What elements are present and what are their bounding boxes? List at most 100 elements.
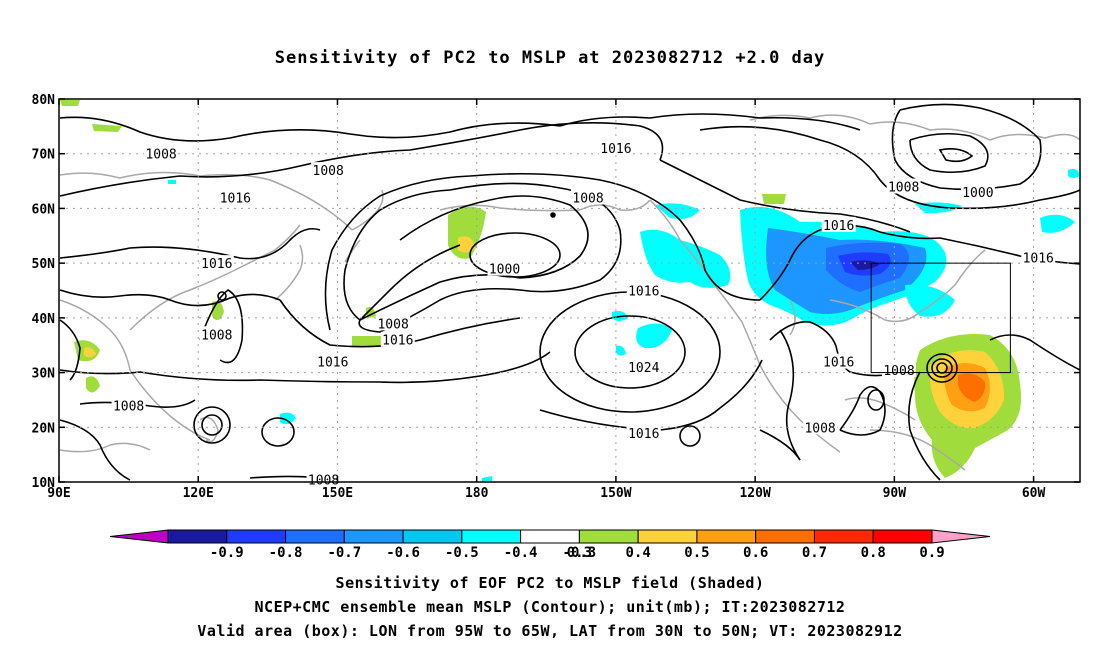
colorbar-swatch <box>226 529 287 544</box>
colorbar-label: 0.7 <box>802 545 827 561</box>
colorbar-label: -0.5 <box>445 545 479 561</box>
contour-label-bg <box>144 145 179 161</box>
contour-label-bg <box>199 255 234 271</box>
contour-label: 1016 <box>1023 252 1054 267</box>
contour-label-bg <box>886 178 921 194</box>
contour-label: 1016 <box>382 334 413 349</box>
colorbar-end-positive <box>931 529 991 544</box>
lon-label: 90E <box>47 486 70 501</box>
contour-label: 1008 <box>201 328 232 343</box>
longitude-axis-labels: 90E 120E 150E 180 150W 120W 90W 60W <box>47 486 1045 501</box>
contour-label: 1000 <box>489 263 520 278</box>
colorbar-swatch <box>520 529 580 544</box>
contour-label: 1016 <box>220 191 251 206</box>
caption-line-3: Valid area (box): LON from 95W to 65W, L… <box>197 622 903 640</box>
lon-label: 150E <box>322 486 353 501</box>
shade-negative-region <box>636 323 672 349</box>
shade-negative-region <box>1068 168 1080 178</box>
contour-label: 1008 <box>113 399 144 414</box>
contour-label-bg <box>487 260 522 276</box>
colorbar-label: -0.7 <box>327 545 361 561</box>
colorbar-label: 0.9 <box>919 545 944 561</box>
caption-line-2: NCEP+CMC ensemble mean MSLP (Contour); u… <box>254 598 846 616</box>
shade-negative-region <box>1040 214 1075 233</box>
lon-label: 120W <box>739 486 770 501</box>
contour-label-bg <box>1021 249 1056 265</box>
colorbar: -0.9 -0.8 -0.7 -0.6 -0.5 -0.4 -0.30.3 0.4 0.5 0.6… <box>109 529 991 561</box>
caption-line-1: Sensitivity of EOF PC2 to MSLP field (Sh… <box>335 574 765 592</box>
lon-label: 120E <box>183 486 214 501</box>
latitude-axis-labels: 80N 70N 60N 50N 40N 30N 20N 10N <box>32 93 56 491</box>
contour-label-bg <box>111 397 146 413</box>
contour-label-bg <box>626 359 661 375</box>
contour-label: 1008 <box>804 421 835 436</box>
shade-positive-small <box>86 376 100 393</box>
shade-negative-region <box>280 412 296 425</box>
colorbar-label: 0.4 <box>626 545 651 561</box>
contour-label-bg <box>626 282 661 298</box>
shade-positive-small <box>92 124 122 132</box>
lat-label: 20N <box>32 421 56 436</box>
contour-label: 1008 <box>145 148 176 163</box>
lon-label: 150W <box>600 486 631 501</box>
colorbar-label: 0.6 <box>743 545 768 561</box>
colorbar-swatch <box>813 529 874 544</box>
contour-label-bg <box>380 331 415 347</box>
lat-label: 40N <box>32 312 56 327</box>
map-title: Sensitivity of PC2 to MSLP at 2023082712… <box>274 48 826 68</box>
mslp-contours <box>59 103 1080 481</box>
colorbar-swatch <box>696 529 757 544</box>
shade-negative-region <box>640 229 731 288</box>
contour-label: 1016 <box>600 142 631 157</box>
contour-label: 1008 <box>308 473 339 488</box>
lon-label: 90W <box>883 486 907 501</box>
contour-labels: 1008 1008 1016 1016 1008 1000 1016 1016 1008 1008… <box>111 140 1056 488</box>
contour-label-bg <box>821 216 856 232</box>
lat-label: 30N <box>32 367 56 382</box>
shade-positive-small <box>84 347 96 358</box>
shade-positive-small <box>60 100 80 106</box>
shade-positive-small <box>458 236 475 253</box>
map-frame <box>58 98 1081 483</box>
contour-label: 1008 <box>377 317 408 332</box>
contour-label: 1008 <box>313 164 344 179</box>
shade-negative-region <box>482 476 492 482</box>
valid-area-box <box>870 262 1011 374</box>
shade-negative-region <box>616 345 626 356</box>
colorbar-label: -0.4 <box>504 545 538 561</box>
contour-label-bg <box>960 184 995 200</box>
contour-label-bg <box>821 353 856 369</box>
colorbar-swatch <box>402 529 463 544</box>
colorbar-swatch <box>872 529 933 544</box>
lat-label: 10N <box>32 476 56 491</box>
lat-label: 80N <box>32 93 56 108</box>
colorbar-swatch <box>285 529 345 544</box>
contour-label-bg <box>218 189 253 205</box>
shade-negative-region <box>905 284 955 317</box>
colorbar-label: 0.3 <box>567 545 592 561</box>
contour-label-bg <box>598 140 633 156</box>
colorbar-label: 0.5 <box>684 545 709 561</box>
shade-positive-small <box>762 194 786 204</box>
contour-label: 1024 <box>628 361 659 376</box>
colorbar-label: -0.8 <box>269 545 303 561</box>
colorbar-swatch <box>167 529 228 544</box>
contour-label: 1000 <box>962 186 993 201</box>
shade-positive-small <box>352 336 382 346</box>
contour-label-bg <box>199 326 234 342</box>
colorbar-end-negative <box>109 529 169 544</box>
shade-positive-region <box>958 373 986 402</box>
colorbar-swatch <box>461 529 522 544</box>
contour-label: 1016 <box>823 356 854 371</box>
colorbar-swatch <box>637 529 698 544</box>
contour-label-bg <box>315 353 350 369</box>
lon-label: 180 <box>465 486 489 501</box>
colorbar-label: 0.8 <box>861 545 886 561</box>
colorbar-swatch <box>343 529 404 544</box>
colorbar-label: -0.3 <box>563 545 597 561</box>
contour-label-bg <box>571 189 606 205</box>
colorbar-swatch <box>755 529 815 544</box>
contour-label: 1008 <box>883 364 914 379</box>
contour-label-bg <box>311 162 346 178</box>
